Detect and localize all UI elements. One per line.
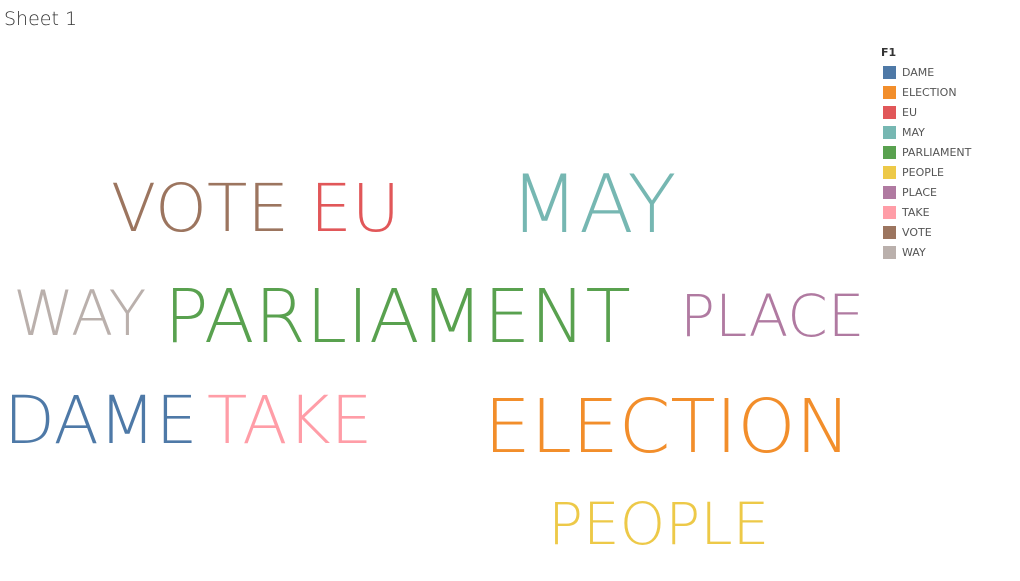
legend-items: DAME ELECTION EU MAY PARLIAMENT PEOPLE PLACE TA… xyxy=(881,62,971,262)
legend-swatch xyxy=(883,165,896,179)
legend-title: F1 xyxy=(881,46,897,59)
legend-swatch xyxy=(883,85,896,99)
legend-item-dame[interactable]: DAME xyxy=(881,62,971,82)
word-vote[interactable]: VOTE xyxy=(111,170,289,247)
legend-label: PARLIAMENT xyxy=(902,145,972,159)
legend-item-people[interactable]: PEOPLE xyxy=(881,162,971,182)
legend-swatch xyxy=(883,65,896,79)
legend-label: EU xyxy=(902,105,918,119)
legend-item-eu[interactable]: EU xyxy=(881,102,971,122)
legend-item-election[interactable]: ELECTION xyxy=(881,82,971,102)
legend-swatch xyxy=(883,105,896,119)
sheet-title: Sheet 1 xyxy=(4,8,78,30)
word-election[interactable]: ELECTION xyxy=(484,384,852,470)
legend-swatch xyxy=(883,245,896,259)
legend-label: VOTE xyxy=(902,225,932,239)
word-cloud: VOTE EU MAY WAY PARLIAMENT PLACE DAME TAKE ELECT… xyxy=(4,158,865,558)
legend-label: TAKE xyxy=(902,205,930,219)
word-way[interactable]: WAY xyxy=(13,277,147,350)
legend-label: WAY xyxy=(902,245,926,259)
word-take[interactable]: TAKE xyxy=(207,382,373,459)
word-place[interactable]: PLACE xyxy=(680,282,865,350)
legend-item-place[interactable]: PLACE xyxy=(881,182,971,202)
legend-label: PLACE xyxy=(902,185,937,199)
legend-item-parliament[interactable]: PARLIAMENT xyxy=(881,142,971,162)
word-eu[interactable]: EU xyxy=(310,170,401,247)
legend-swatch xyxy=(883,225,896,239)
legend-swatch xyxy=(883,145,896,159)
legend-item-take[interactable]: TAKE xyxy=(881,202,971,222)
word-may[interactable]: MAY xyxy=(510,158,677,251)
word-parliament[interactable]: PARLIAMENT xyxy=(164,274,631,360)
legend-swatch xyxy=(883,185,896,199)
legend-label: PEOPLE xyxy=(902,165,944,179)
legend-item-may[interactable]: MAY xyxy=(881,122,971,142)
legend: F1 DAME ELECTION EU MAY PARLIAMENT PEOPLE PLAC… xyxy=(881,46,971,262)
legend-swatch xyxy=(883,205,896,219)
legend-label: DAME xyxy=(902,65,935,79)
legend-label: MAY xyxy=(902,125,925,139)
word-dame[interactable]: DAME xyxy=(4,382,198,459)
legend-item-way[interactable]: WAY xyxy=(881,242,971,262)
legend-swatch xyxy=(883,125,896,139)
word-people[interactable]: PEOPLE xyxy=(548,490,770,558)
legend-item-vote[interactable]: VOTE xyxy=(881,222,971,242)
legend-label: ELECTION xyxy=(902,85,957,99)
